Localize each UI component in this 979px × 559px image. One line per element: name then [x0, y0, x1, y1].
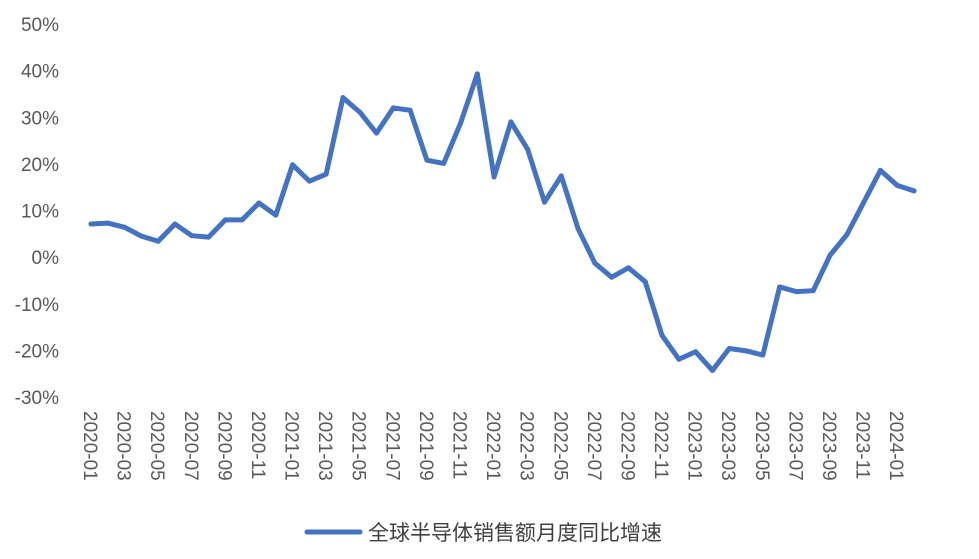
data-point — [911, 188, 917, 194]
data-point — [659, 332, 665, 338]
y-tick-label: 20% — [21, 155, 59, 176]
y-tick-label: -30% — [15, 388, 59, 409]
data-point — [525, 146, 531, 152]
data-point — [676, 356, 682, 362]
data-point — [390, 105, 396, 111]
data-point — [592, 260, 598, 266]
data-point — [508, 119, 514, 125]
x-tick-label: 2020-07 — [180, 411, 201, 481]
data-point — [138, 233, 144, 239]
data-point — [306, 178, 312, 184]
data-point — [340, 95, 346, 101]
x-tick-label: 2023-03 — [717, 411, 738, 481]
data-point — [558, 173, 564, 179]
data-point — [239, 217, 245, 223]
plot-area — [88, 71, 917, 373]
legend-label: 全球半导体销售额月度同比增速 — [368, 521, 662, 545]
x-tick-label: 2022-01 — [482, 411, 503, 481]
series-line — [88, 71, 917, 373]
x-tick-label: 2022-05 — [549, 411, 570, 481]
data-point — [122, 224, 128, 230]
data-point — [861, 200, 867, 206]
x-tick-label: 2024-01 — [885, 411, 906, 481]
data-point — [810, 288, 816, 294]
data-point — [206, 234, 212, 240]
x-tick-label: 2021-01 — [281, 411, 302, 481]
x-tick-label: 2022-07 — [583, 411, 604, 481]
data-point — [474, 71, 480, 77]
x-axis: 2020-01 2020-03 2020-05 2020-07 2020-09 2020-… — [79, 411, 906, 481]
data-point — [693, 349, 699, 355]
data-point — [894, 182, 900, 188]
data-point — [491, 174, 497, 180]
data-point — [541, 199, 547, 205]
data-point — [222, 217, 228, 223]
x-tick-label: 2020-01 — [79, 411, 100, 481]
x-tick-label: 2020-05 — [146, 411, 167, 481]
x-tick-label: 2022-03 — [516, 411, 537, 481]
data-point — [575, 226, 581, 232]
data-point — [357, 109, 363, 115]
x-tick-label: 2020-11 — [247, 411, 268, 479]
y-tick-label: 30% — [21, 108, 59, 129]
data-point — [642, 279, 648, 285]
x-tick-label: 2023-09 — [818, 411, 839, 481]
data-point — [458, 120, 464, 126]
data-point — [88, 221, 94, 227]
x-tick-label: 2021-07 — [381, 411, 402, 481]
data-point — [323, 171, 329, 177]
y-tick-label: 50% — [21, 15, 59, 36]
x-tick-label: 2021-09 — [415, 411, 436, 481]
data-point — [273, 212, 279, 218]
x-tick-label: 2022-09 — [616, 411, 637, 481]
data-point — [793, 289, 799, 295]
data-point — [743, 348, 749, 354]
data-point — [172, 221, 178, 227]
data-point — [844, 232, 850, 238]
y-tick-label: -10% — [15, 295, 59, 316]
data-point — [709, 367, 715, 373]
data-point — [441, 160, 447, 166]
data-point — [625, 265, 631, 271]
x-tick-label: 2023-05 — [751, 411, 772, 481]
data-point — [609, 274, 615, 280]
x-tick-label: 2021-05 — [348, 411, 369, 481]
x-tick-label: 2023-07 — [784, 411, 805, 481]
y-axis: 50% 40% 30% 20% 10% 0% -10% -20% -30% — [15, 15, 59, 409]
data-point — [256, 200, 262, 206]
x-tick-label: 2020-09 — [213, 411, 234, 481]
x-tick-label: 2021-03 — [314, 411, 335, 481]
data-point — [407, 107, 413, 113]
y-tick-label: 40% — [21, 62, 59, 83]
data-point — [105, 220, 111, 226]
data-point — [374, 130, 380, 136]
y-tick-label: 10% — [21, 202, 59, 223]
data-point — [155, 238, 161, 244]
y-tick-label: 0% — [32, 248, 60, 269]
x-tick-label: 2021-11 — [449, 411, 470, 479]
data-point — [726, 346, 732, 352]
x-tick-label: 2023-01 — [684, 411, 705, 481]
data-point — [424, 157, 430, 163]
x-tick-label: 2022-11 — [650, 411, 671, 479]
data-point — [290, 162, 296, 168]
data-point — [827, 252, 833, 258]
legend: 全球半导体销售额月度同比增速 — [304, 521, 662, 545]
data-point — [777, 284, 783, 290]
y-tick-label: -20% — [15, 341, 59, 362]
data-point — [760, 352, 766, 358]
x-tick-label: 2020-03 — [113, 411, 134, 481]
data-point — [189, 233, 195, 239]
data-point — [877, 167, 883, 173]
x-tick-label: 2023-11 — [852, 411, 873, 479]
